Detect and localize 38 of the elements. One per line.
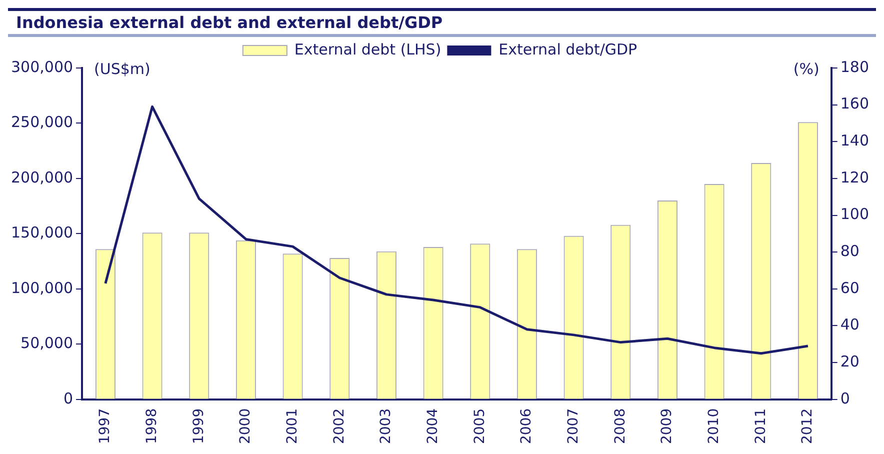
y-tick-label: 300,000	[11, 58, 74, 76]
y2-tick-label: 120	[840, 168, 870, 186]
x-tick-label: 1997	[97, 408, 114, 444]
y-tick-label: 150,000	[11, 224, 74, 242]
x-tick-label: 2001	[284, 408, 300, 444]
legend-label: External debt/GDP	[498, 40, 638, 58]
x-tick-label: 2010	[706, 408, 722, 444]
y-tick-label: 200,000	[11, 168, 74, 186]
x-tick-label: 2008	[612, 408, 628, 444]
x-tick-label: 2002	[331, 408, 348, 444]
y-tick-label: 100,000	[11, 278, 74, 297]
y2-tick-label: 180	[840, 58, 870, 76]
x-tick-label: 2007	[565, 408, 582, 444]
y2-tick-label: 80	[840, 242, 860, 260]
x-tick-label: 1999	[190, 408, 207, 444]
x-tick-label: 2000	[238, 408, 254, 444]
x-tick-label: 2009	[659, 408, 676, 444]
y2-tick-label: 100	[840, 205, 870, 224]
y-axis-title: (US$m)	[94, 60, 150, 78]
x-tick-label: 2005	[472, 408, 488, 444]
x-tick-label: 2011	[752, 408, 769, 444]
legend-label: External debt (LHS)	[294, 40, 442, 58]
y2-tick-label: 40	[840, 316, 860, 334]
y2-axis-title: (%)	[793, 60, 820, 78]
y2-tick-label: 20	[840, 352, 860, 370]
y-tick-label: 0	[63, 389, 74, 408]
y2-tick-label: 0	[840, 389, 850, 408]
x-tick-label: 2003	[378, 408, 394, 444]
y-tick-label: 50,000	[20, 334, 74, 352]
y2-tick-label: 60	[840, 278, 860, 297]
y2-tick-label: 160	[840, 94, 870, 113]
x-tick-label: 2006	[518, 408, 535, 444]
x-tick-label: 2012	[800, 408, 816, 444]
chart-title: Indonesia external debt and external debt/GDP	[8, 8, 876, 37]
y2-tick-label: 140	[840, 132, 870, 150]
x-tick-label: 2004	[424, 408, 441, 444]
x-tick-label: 1998	[144, 408, 160, 444]
y-tick-label: 250,000	[11, 113, 74, 132]
